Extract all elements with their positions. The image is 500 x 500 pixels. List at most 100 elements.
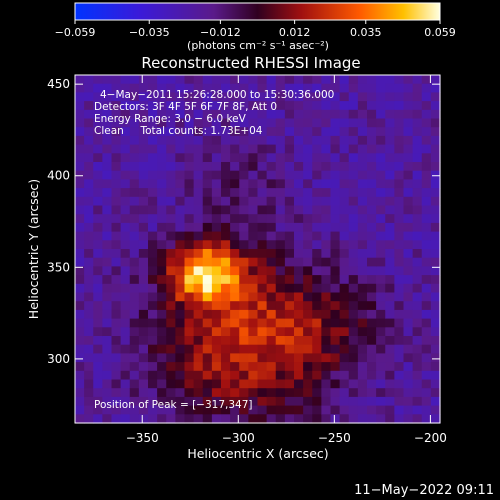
heatmap-cell — [385, 309, 395, 320]
heatmap-cell — [348, 92, 359, 102]
heatmap-cell — [157, 327, 167, 337]
heatmap-cell — [157, 309, 167, 320]
heatmap-cell — [412, 196, 423, 207]
heatmap-cell — [303, 135, 313, 146]
heatmap-cell — [275, 205, 286, 215]
heatmap-cell — [284, 327, 295, 337]
heatmap-cell — [84, 353, 94, 363]
heatmap-cell — [330, 231, 341, 241]
heatmap-cell — [266, 344, 277, 354]
heatmap-cell — [75, 214, 85, 224]
heatmap-cell — [403, 214, 414, 224]
heatmap-cell — [166, 344, 176, 354]
heatmap-cell — [284, 153, 295, 163]
heatmap-cell — [175, 301, 186, 311]
heatmap-cell — [321, 75, 332, 85]
heatmap-cell — [284, 135, 295, 146]
heatmap-cell — [421, 257, 432, 267]
heatmap-cell — [111, 301, 122, 311]
heatmap-cell — [275, 388, 286, 398]
heatmap-cell — [294, 379, 304, 389]
heatmap-cell — [157, 414, 167, 424]
heatmap-cell — [403, 379, 414, 389]
heatmap-cell — [348, 257, 359, 267]
heatmap-cell — [84, 370, 94, 381]
heatmap-cell — [385, 83, 395, 93]
heatmap-cell — [84, 214, 94, 224]
heatmap-cell — [321, 257, 332, 267]
heatmap-cell — [412, 283, 423, 294]
heatmap-cell — [403, 301, 414, 311]
heatmap-cell — [111, 266, 122, 276]
heatmap-cell — [430, 327, 441, 337]
heatmap-cell — [403, 135, 414, 146]
heatmap-cell — [175, 101, 186, 111]
heatmap-cell — [157, 318, 167, 328]
heatmap-cell — [421, 170, 432, 180]
heatmap-cell — [193, 396, 204, 407]
heatmap-cell — [294, 257, 304, 267]
heatmap-cell — [166, 396, 176, 407]
heatmap-cell — [75, 196, 85, 207]
heatmap-cell — [257, 214, 268, 224]
heatmap-cell — [120, 283, 131, 294]
heatmap-cell — [367, 92, 377, 102]
heatmap-cell — [330, 275, 341, 285]
heatmap-cell — [148, 309, 158, 320]
heatmap-cell — [403, 196, 414, 207]
heatmap-cell — [303, 127, 313, 137]
heatmap-cell — [303, 405, 313, 415]
heatmap-cell — [193, 362, 204, 372]
heatmap-cell — [221, 118, 231, 128]
heatmap-cell — [394, 214, 405, 224]
heatmap-cell — [120, 309, 131, 320]
heatmap-cell — [75, 101, 85, 111]
heatmap-cell — [284, 318, 295, 328]
heatmap-cell — [339, 370, 350, 381]
heatmap-cell — [294, 353, 304, 363]
heatmap-cell — [312, 414, 322, 424]
heatmap-cell — [284, 283, 295, 294]
heatmap-cell — [102, 83, 113, 93]
heatmap-cell — [111, 118, 122, 128]
heatmap-cell — [166, 327, 176, 337]
heatmap-cell — [75, 205, 85, 215]
heatmap-cell — [257, 179, 268, 189]
heatmap-cell — [138, 283, 149, 294]
heatmap-cell — [266, 83, 277, 93]
heatmap-cell — [403, 127, 414, 137]
heatmap-cell — [294, 266, 304, 276]
heatmap-cell — [166, 301, 176, 311]
heatmap-cell — [303, 266, 313, 276]
heatmap-cell — [403, 144, 414, 154]
heatmap-cell — [275, 344, 286, 354]
heatmap-cell — [321, 370, 332, 381]
heatmap-cell — [166, 109, 176, 120]
heatmap-cell — [394, 292, 405, 302]
heatmap-cell — [394, 188, 405, 198]
heatmap-cell — [239, 118, 249, 128]
heatmap-cell — [184, 353, 195, 363]
heatmap-cell — [84, 231, 94, 241]
heatmap-cell — [230, 405, 240, 415]
heatmap-cell — [284, 370, 295, 381]
heatmap-cell — [102, 144, 113, 154]
heatmap-cell — [93, 196, 103, 207]
heatmap-cell — [394, 257, 405, 267]
heatmap-cell — [430, 109, 441, 120]
heatmap-cell — [129, 318, 140, 328]
heatmap-cell — [266, 336, 277, 346]
heatmap-cell — [193, 92, 204, 102]
heatmap-cell — [120, 336, 131, 346]
heatmap-cell — [357, 292, 368, 302]
heatmap-cell — [84, 336, 94, 346]
heatmap-cell — [248, 327, 259, 337]
heatmap-cell — [357, 222, 368, 233]
heatmap-cell — [157, 379, 167, 389]
heatmap-cell — [239, 414, 249, 424]
x-tick-label: −250 — [318, 431, 351, 445]
heatmap-cell — [93, 309, 103, 320]
heatmap-cell — [312, 109, 322, 120]
heatmap-cell — [303, 249, 313, 259]
heatmap-cell — [129, 214, 140, 224]
